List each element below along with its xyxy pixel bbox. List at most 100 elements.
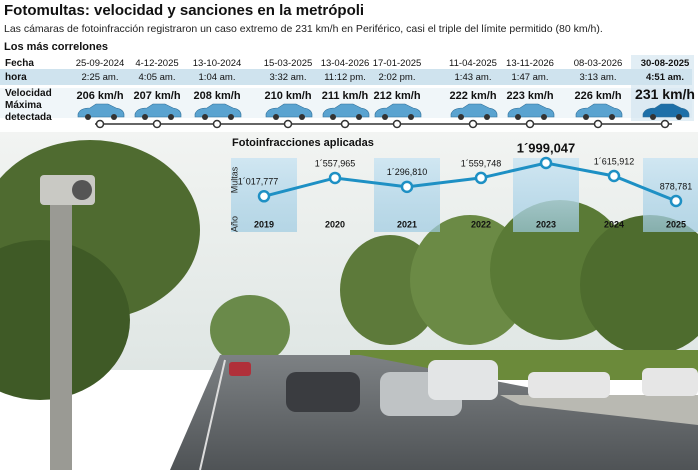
value-label: 1´296,810 bbox=[387, 167, 428, 177]
timeline-dot bbox=[660, 119, 670, 129]
car-body bbox=[134, 103, 182, 118]
date-cell: 13-04-2026 bbox=[320, 58, 370, 69]
time-cell: 1:04 am. bbox=[198, 72, 236, 83]
car-wheel bbox=[111, 114, 117, 120]
car-icon bbox=[642, 103, 690, 120]
data-point bbox=[328, 171, 342, 185]
time-cell: 4:51 am. bbox=[645, 72, 685, 83]
car-icon bbox=[194, 103, 242, 120]
speed-cell: 231 km/h bbox=[635, 86, 695, 102]
car-icon bbox=[450, 103, 498, 120]
date-cell: 13-10-2024 bbox=[192, 58, 242, 69]
car-wheel bbox=[650, 114, 656, 120]
car-body bbox=[194, 103, 242, 118]
time-cell: 11:12 pm. bbox=[324, 72, 366, 83]
x-tick-label: 2021 bbox=[397, 219, 417, 229]
data-point bbox=[539, 156, 553, 170]
data-point bbox=[257, 190, 271, 203]
year-band bbox=[643, 158, 698, 232]
car-wheel bbox=[142, 114, 148, 120]
time-cell: 1:43 am. bbox=[454, 72, 492, 83]
speed-cell: 211 km/h bbox=[321, 90, 369, 102]
value-label: 1´999,047 bbox=[517, 140, 576, 155]
speed-cell: 208 km/h bbox=[193, 90, 241, 102]
x-tick-label: 2020 bbox=[325, 219, 345, 229]
car-wheel bbox=[299, 114, 305, 120]
data-point bbox=[474, 171, 488, 185]
x-tick-label: 2025 bbox=[666, 219, 686, 229]
timeline-dot bbox=[283, 119, 293, 129]
speed-cell: 223 km/h bbox=[506, 90, 554, 102]
value-label: 878,781 bbox=[660, 181, 693, 191]
car-wheel bbox=[356, 114, 362, 120]
subtitle: Las cámaras de fotoinfracción registraro… bbox=[4, 23, 603, 35]
timeline-dot bbox=[392, 119, 402, 129]
x-tick-label: 2024 bbox=[604, 219, 624, 229]
car-body bbox=[507, 103, 555, 118]
x-tick-label: 2023 bbox=[536, 219, 556, 229]
value-label: 1´559,748 bbox=[461, 158, 502, 168]
timeline-dot bbox=[95, 119, 105, 129]
speed-cell: 212 km/h bbox=[373, 90, 421, 102]
date-cell: 30-08-2025 bbox=[640, 58, 690, 69]
x-axis-label: Año bbox=[229, 216, 239, 232]
date-cell: 13-11-2026 bbox=[506, 58, 554, 69]
speed-cell: 210 km/h bbox=[264, 90, 312, 102]
data-point bbox=[669, 194, 683, 208]
car-wheel bbox=[85, 114, 91, 120]
value-label: 1´557,965 bbox=[315, 158, 356, 168]
row-label: Fecha bbox=[5, 58, 34, 69]
title: Fotomultas: velocidad y sanciones en la … bbox=[4, 2, 365, 19]
car-wheel bbox=[228, 114, 234, 120]
date-cell: 11-04-2025 bbox=[449, 58, 497, 69]
y-axis-label: Multas bbox=[229, 166, 239, 193]
car-wheel bbox=[609, 114, 615, 120]
timeline-dot bbox=[525, 119, 535, 129]
date-cell: 25-09-2024 bbox=[75, 58, 125, 69]
time-cell: 2:25 am. bbox=[81, 72, 119, 83]
speed-cell: 206 km/h bbox=[76, 90, 124, 102]
timeline-dot bbox=[152, 119, 162, 129]
car-body bbox=[450, 103, 498, 118]
year-band bbox=[374, 158, 440, 232]
car-body bbox=[77, 103, 125, 118]
speed-cell: 226 km/h bbox=[574, 90, 622, 102]
car-icon bbox=[374, 103, 422, 120]
car-wheel bbox=[515, 114, 521, 120]
car-body bbox=[265, 103, 313, 118]
time-cell: 3:32 am. bbox=[269, 72, 307, 83]
timeline-dot bbox=[340, 119, 350, 129]
car-wheel bbox=[408, 114, 414, 120]
car-icon bbox=[322, 103, 370, 120]
car-wheel bbox=[273, 114, 279, 120]
timeline-dot bbox=[212, 119, 222, 129]
date-cell: 17-01-2025 bbox=[372, 58, 422, 69]
car-wheel bbox=[583, 114, 589, 120]
car-icon bbox=[77, 103, 125, 120]
time-cell: 4:05 am. bbox=[138, 72, 176, 83]
car-wheel bbox=[458, 114, 464, 120]
date-cell: 08-03-2026 bbox=[573, 58, 623, 69]
date-cell: 15-03-2025 bbox=[263, 58, 313, 69]
time-cell: 3:13 am. bbox=[579, 72, 617, 83]
car-wheel bbox=[484, 114, 490, 120]
speed-cell: 207 km/h bbox=[133, 90, 181, 102]
car-wheel bbox=[541, 114, 547, 120]
timeline-dot bbox=[468, 119, 478, 129]
car-wheel bbox=[382, 114, 388, 120]
time-cell: 1:47 am. bbox=[511, 72, 549, 83]
car-wheel bbox=[202, 114, 208, 120]
x-tick-label: 2022 bbox=[471, 219, 491, 229]
car-body bbox=[575, 103, 623, 118]
car-wheel bbox=[330, 114, 336, 120]
car-body bbox=[642, 103, 690, 118]
data-point bbox=[400, 180, 414, 194]
year-band bbox=[513, 158, 579, 232]
car-wheel bbox=[168, 114, 174, 120]
section-title: Los más correlones bbox=[4, 41, 108, 53]
car-wheel bbox=[676, 114, 682, 120]
car-icon bbox=[507, 103, 555, 120]
row-label: Velocidad Máxima detectada bbox=[5, 88, 52, 123]
